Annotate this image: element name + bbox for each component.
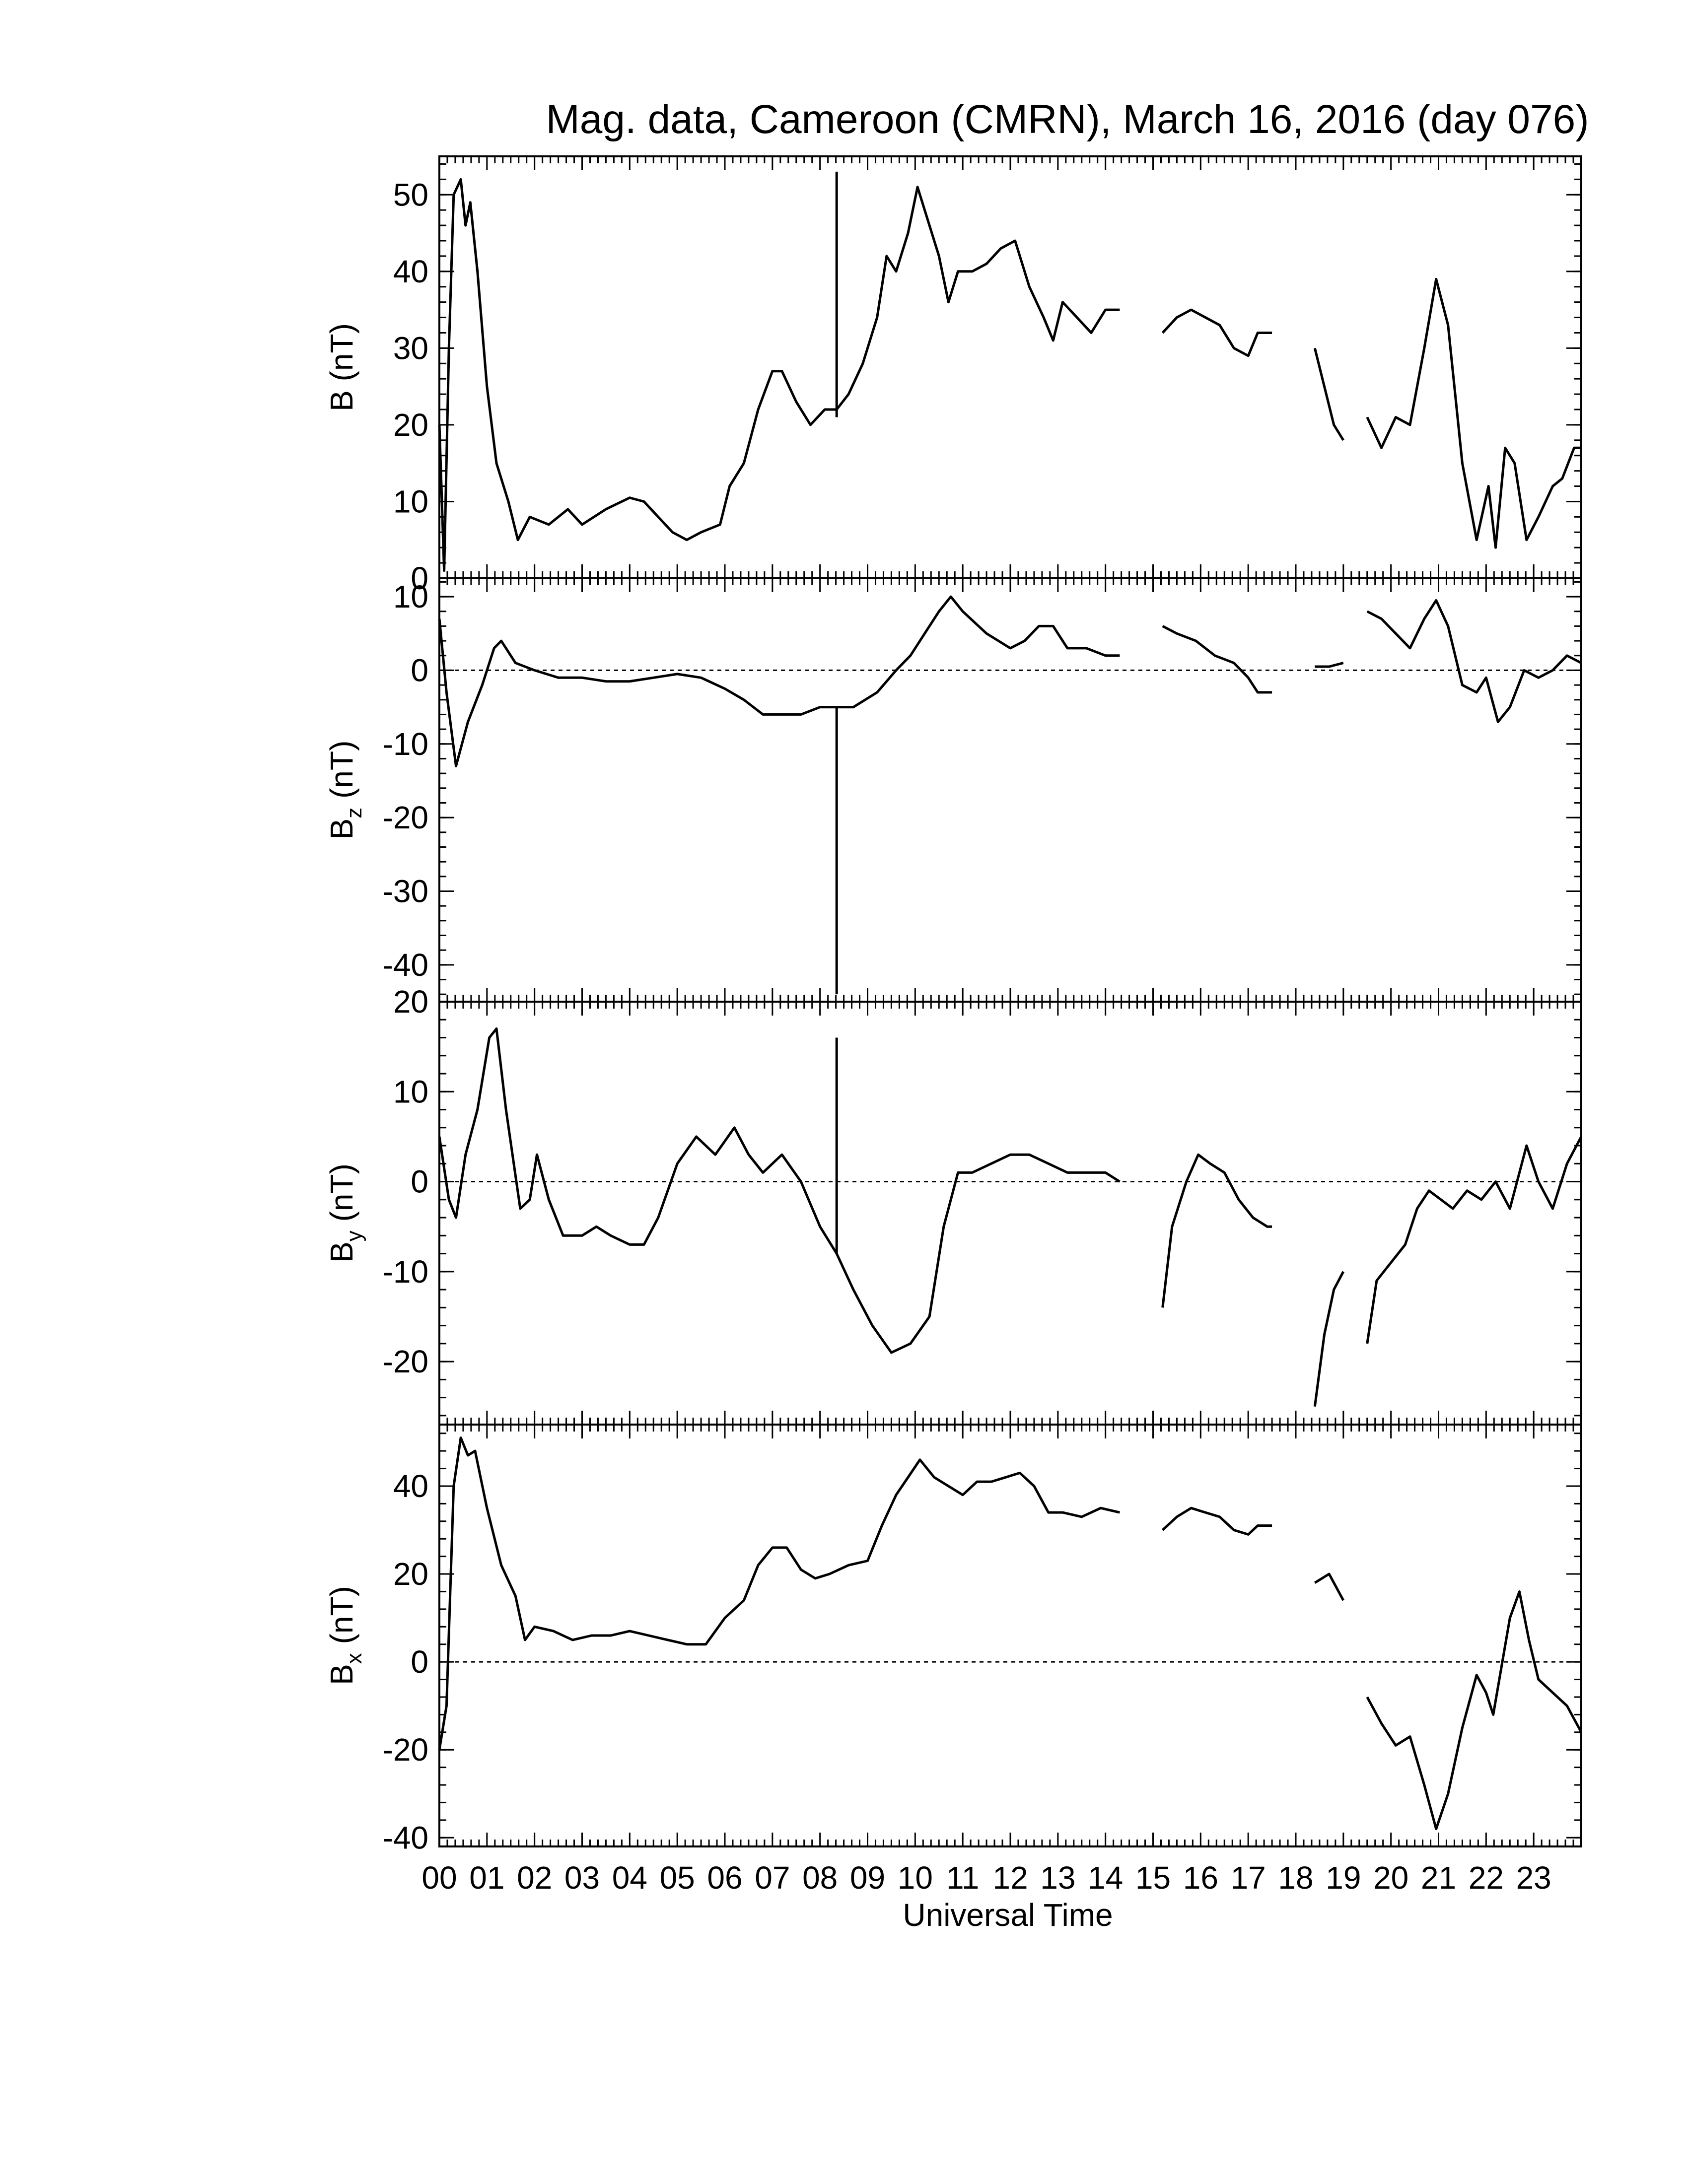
y-tick-label: 0 — [411, 652, 428, 688]
x-tick-labels: 00 01 02 03 04 05 06 07 08 09 10 11 12 13 14 15 16 17 18 19… — [422, 1860, 1551, 1896]
series-line-By — [1161, 1153, 1272, 1308]
y-tick-label: 40 — [393, 1468, 428, 1504]
y-tick-label: -40 — [383, 947, 429, 983]
x-tick-label: 06 — [707, 1860, 742, 1896]
series-line-Bx — [438, 1436, 1120, 1750]
x-tick-label: 15 — [1135, 1860, 1171, 1896]
x-tick-label: 05 — [660, 1860, 695, 1896]
series-line-B — [1161, 308, 1272, 357]
y-tick-label: -20 — [383, 1344, 429, 1379]
plot-frame — [438, 1001, 1582, 1426]
y-tick-label: 10 — [393, 579, 428, 614]
panel-bz: -40 -30 -20 -10 0 10 Bz (nT) — [324, 577, 1582, 1003]
y-tick-label: 0 — [411, 1644, 428, 1680]
y-tick-label: 50 — [393, 177, 428, 212]
y-axis-title: B (nT) — [324, 323, 359, 411]
panel-by: -20 -10 0 10 20 By (nT) — [324, 984, 1583, 1426]
plot-frame — [438, 577, 1582, 1003]
x-tick-label: 16 — [1183, 1860, 1218, 1896]
series-line-Bz — [1315, 662, 1344, 668]
x-tick-label: 08 — [802, 1860, 838, 1896]
series-line-Bx — [1162, 1506, 1272, 1536]
x-tick-label: 02 — [517, 1860, 552, 1896]
x-tick-label: 11 — [946, 1860, 979, 1896]
plot-frame — [438, 155, 1582, 579]
y-tick-label: -20 — [383, 1732, 429, 1768]
x-axis-title: Universal Time — [903, 1897, 1113, 1933]
series-line-B — [1366, 277, 1581, 549]
series-line-By — [1366, 1136, 1583, 1344]
series-line-By — [438, 1027, 1121, 1354]
x-tick-label: 12 — [992, 1860, 1028, 1896]
series-line-Bz — [1366, 599, 1582, 723]
x-tick-label: 22 — [1469, 1860, 1504, 1896]
x-tick-label: 04 — [612, 1860, 647, 1896]
x-tick-label: 00 — [422, 1860, 457, 1896]
x-tick-label: 21 — [1421, 1860, 1456, 1896]
y-tick-label: 20 — [393, 407, 428, 443]
y-tick-label: -40 — [383, 1820, 429, 1855]
panel-b-total: 0 10 20 30 40 50 B (nT) — [324, 155, 1582, 596]
y-tick-label: -10 — [383, 726, 429, 762]
x-tick-label: 03 — [564, 1860, 600, 1896]
series-line-Bz — [438, 595, 1120, 767]
y-tick-label: 10 — [393, 483, 428, 519]
panel-bx: -40 -20 0 20 40 Bx (nT) — [324, 1424, 1583, 1855]
y-tick-label: -10 — [383, 1254, 429, 1290]
series-line-Bz — [1162, 625, 1272, 694]
x-tick-label: 01 — [469, 1860, 504, 1896]
y-tick-label: 40 — [393, 254, 428, 289]
y-tick-label: 0 — [411, 560, 428, 596]
y-axis-title: Bz (nT) — [324, 741, 366, 840]
y-axis-title: Bx (nT) — [324, 1586, 366, 1685]
x-tick-label: 14 — [1088, 1860, 1123, 1896]
x-tick-label: 20 — [1373, 1860, 1408, 1896]
y-tick-label: 20 — [393, 1556, 428, 1592]
x-tick-label: 09 — [850, 1860, 885, 1896]
series-line-Bx — [1314, 1572, 1345, 1601]
y-tick-label: 10 — [393, 1074, 428, 1109]
y-tick-label: -30 — [383, 873, 429, 909]
series-line-B — [438, 178, 1120, 572]
y-tick-label: 30 — [393, 330, 428, 366]
y-axis-title: By (nT) — [324, 1163, 366, 1263]
x-tick-label: 17 — [1231, 1860, 1266, 1896]
x-tick-label: 13 — [1040, 1860, 1075, 1896]
y-tick-label: -20 — [383, 800, 429, 835]
y-tick-label: 20 — [393, 984, 428, 1020]
series-line-Bx — [1366, 1590, 1583, 1831]
y-tick-label: 0 — [411, 1164, 428, 1200]
x-tick-label: 19 — [1326, 1860, 1361, 1896]
series-line-By — [1313, 1271, 1345, 1407]
x-tick-label: 07 — [755, 1860, 790, 1896]
chart-title: Mag. data, Cameroon (CMRN), March 16, 20… — [546, 97, 1589, 142]
x-tick-label: 18 — [1278, 1860, 1313, 1896]
series-line-B — [1313, 347, 1344, 441]
x-tick-label: 10 — [898, 1860, 933, 1896]
x-tick-label: 23 — [1516, 1860, 1551, 1896]
